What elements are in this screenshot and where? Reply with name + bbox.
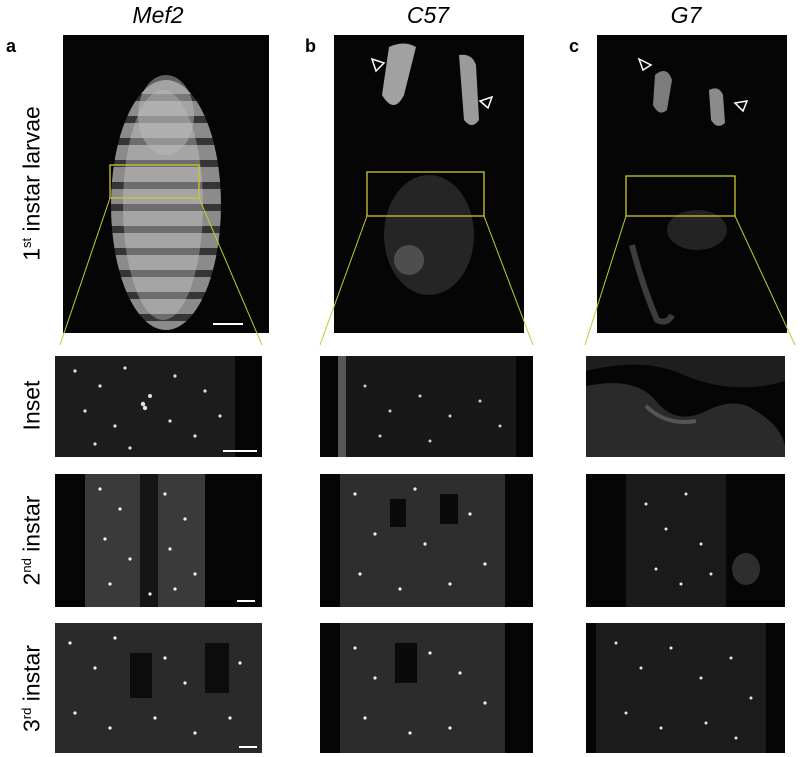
scale-bar bbox=[237, 600, 255, 602]
micrograph-mef2-second-instar bbox=[55, 474, 262, 607]
row-label-second-instar: 2nd instar bbox=[18, 495, 45, 586]
second-instar-mef2-image bbox=[85, 474, 205, 607]
micrograph-g7-inset bbox=[586, 356, 785, 457]
third-instar-g7-image bbox=[596, 623, 766, 753]
column-title-c57: C57 bbox=[406, 2, 450, 28]
inset-c57-image bbox=[338, 356, 516, 457]
scale-bar bbox=[213, 323, 243, 325]
row-label-first-instar: 1st instar larvae bbox=[18, 106, 45, 261]
larva-c57-image bbox=[370, 43, 494, 295]
third-instar-mef2-image bbox=[55, 623, 262, 753]
row-label-third-instar: 3rd instar bbox=[18, 645, 45, 732]
second-instar-g7-image bbox=[626, 474, 760, 607]
open-triangle-arrowhead-icon bbox=[478, 95, 494, 110]
micrograph-mef2-first-instar bbox=[63, 35, 269, 333]
open-triangle-arrowhead-icon bbox=[733, 100, 749, 113]
column-title-mef2: Mef2 bbox=[132, 2, 184, 28]
micrograph-c57-second-instar bbox=[320, 474, 533, 607]
micrograph-c57-inset bbox=[320, 356, 533, 457]
scale-bar bbox=[239, 746, 257, 748]
micrograph-mef2-third-instar bbox=[55, 623, 262, 753]
micrograph-g7-second-instar bbox=[586, 474, 785, 607]
third-instar-c57-image bbox=[340, 623, 505, 753]
larva-g7-image bbox=[629, 57, 749, 325]
micrograph-g7-third-instar bbox=[586, 623, 785, 753]
open-triangle-arrowhead-icon bbox=[370, 57, 386, 73]
column-title-g7: G7 bbox=[670, 2, 702, 28]
panel-letter-c: c bbox=[569, 36, 580, 56]
inset-mef2-image bbox=[55, 356, 235, 457]
larva-mef2-image bbox=[111, 75, 221, 330]
row-label-inset: Inset bbox=[18, 380, 45, 431]
inset-g7-image bbox=[586, 356, 785, 457]
second-instar-c57-image bbox=[340, 474, 505, 607]
scale-bar bbox=[223, 450, 257, 452]
micrograph-c57-first-instar bbox=[334, 35, 524, 333]
micrograph-c57-third-instar bbox=[320, 623, 533, 753]
micrograph-mef2-inset bbox=[55, 356, 262, 457]
open-triangle-arrowhead-icon bbox=[637, 57, 653, 72]
micrograph-g7-first-instar bbox=[597, 35, 787, 333]
panel-letter-a: a bbox=[6, 36, 17, 56]
panel-letter-b: b bbox=[305, 36, 316, 56]
